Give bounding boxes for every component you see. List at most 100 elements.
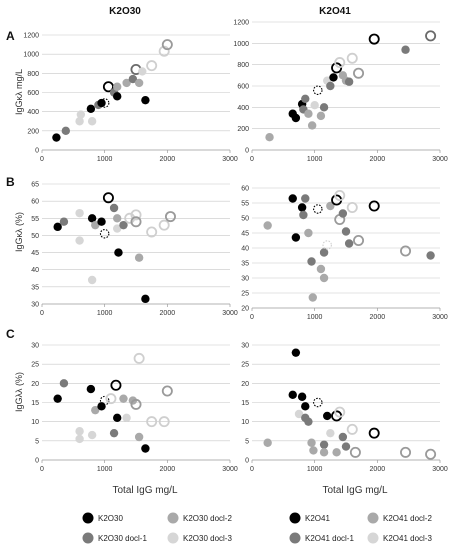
data-point [124, 212, 136, 224]
data-point [130, 216, 142, 228]
y-tick-label: 15 [241, 400, 249, 407]
data-point [134, 78, 144, 88]
data-point [119, 220, 128, 230]
data-point [319, 448, 329, 457]
x-tick-label: 0 [250, 156, 254, 163]
data-point [97, 402, 106, 411]
legend-item-k2o41-docl-2: K2O41 docl-2 [367, 512, 432, 524]
data-point [319, 440, 329, 449]
y-tick-label: 25 [31, 362, 39, 369]
legend-marker-k2o41-docl-1 [289, 532, 301, 544]
header-k2o41: K2O41 [319, 6, 351, 17]
y-tick-label: 400 [237, 105, 249, 112]
y-tick-label: 800 [237, 62, 249, 69]
data-point [158, 219, 170, 231]
data-point [346, 423, 358, 435]
data-point [87, 430, 97, 440]
data-point [341, 227, 351, 236]
data-point [164, 211, 176, 223]
data-point [316, 264, 326, 274]
data-point [146, 226, 158, 238]
data-point [346, 201, 358, 213]
y-tick-label: 40 [31, 267, 39, 274]
data-point [329, 73, 338, 82]
data-point [86, 384, 96, 394]
data-point [263, 438, 272, 447]
x-tick-label: 3000 [222, 156, 238, 163]
data-point [288, 390, 297, 400]
data-point [119, 394, 128, 403]
x-tick-label: 1000 [307, 156, 323, 163]
x-tick-label: 1000 [97, 310, 113, 317]
data-point [53, 394, 62, 403]
x-axis-title-left: Total IgG mg/L [112, 485, 177, 496]
data-point [91, 405, 100, 415]
legend-item-k2o30-docl-3: K2O30 docl-3 [167, 532, 232, 544]
y-tick-label: 0 [245, 148, 249, 155]
data-point [313, 204, 323, 214]
y-tick-label: 60 [31, 199, 39, 206]
data-point [130, 209, 142, 221]
data-point [301, 194, 310, 203]
data-point [316, 111, 326, 121]
y-tick-label: 5 [35, 438, 39, 445]
y-tick-label: 20 [31, 381, 39, 388]
data-point [134, 432, 144, 442]
panel-c-k2o41: 0 5 10 15 20 25 30 0 1000 2000 3000 [241, 343, 448, 474]
data-point [326, 428, 335, 438]
y-tick-label: 30 [31, 302, 39, 309]
panel-label-a: A [6, 29, 15, 43]
header-k2o30: K2O30 [109, 6, 141, 17]
x-tick-label: 2000 [370, 466, 386, 473]
x-tick-label: 3000 [432, 314, 448, 321]
data-point [53, 222, 62, 232]
legend-label-k2o30-docl-1: K2O30 docl-1 [98, 534, 147, 543]
data-point [109, 428, 119, 438]
legend-marker-k2o41-docl-3 [367, 532, 379, 544]
y-tick-label: 600 [237, 84, 249, 91]
data-point [307, 257, 316, 266]
data-point [425, 448, 437, 460]
x-tick-label: 0 [250, 314, 254, 321]
y-tick-label: 0 [35, 458, 39, 465]
legend-label-k2o41-docl-1: K2O41 docl-1 [305, 534, 354, 543]
y-axis-title-c: IgGλλ (%) [14, 372, 24, 412]
data-point [138, 67, 147, 76]
y-tick-label: 45 [241, 231, 249, 238]
data-point [113, 214, 122, 223]
data-point [110, 379, 122, 391]
x-tick-label: 1000 [307, 314, 323, 321]
y-axis-title-b: IgGκλ (%) [14, 212, 24, 252]
panel-a-k2o30: 0 200 400 600 800 1000 1200 0 1000 2000 3000 [23, 33, 237, 164]
data-point [141, 444, 150, 453]
data-point [158, 45, 170, 57]
data-point [113, 92, 122, 101]
data-point [75, 236, 84, 245]
x-tick-label: 1000 [307, 466, 323, 473]
x-tick-label: 0 [40, 156, 44, 163]
data-point [158, 416, 170, 428]
legend-label-k2o41-docl-3: K2O41 docl-3 [383, 534, 432, 543]
y-tick-label: 65 [31, 182, 39, 189]
y-tick-label: 50 [31, 233, 39, 240]
y-tick-label: 200 [27, 128, 39, 135]
data-point [368, 33, 380, 45]
y-tick-label: 1000 [23, 52, 39, 59]
y-tick-label: 800 [27, 71, 39, 78]
y-tick-label: 30 [241, 276, 249, 283]
data-point [334, 406, 346, 418]
data-point [113, 224, 122, 233]
data-point [99, 395, 110, 406]
x-tick-label: 1000 [97, 466, 113, 473]
data-point [368, 200, 380, 212]
data-point [346, 52, 358, 64]
data-point [59, 217, 69, 226]
data-point [332, 448, 341, 457]
y-tick-label: 20 [241, 381, 249, 388]
panel-c-k2o30: 0 5 10 15 20 25 30 0 1000 2000 3000 [31, 343, 238, 474]
data-point [297, 203, 307, 212]
x-tick-label: 0 [40, 466, 44, 473]
data-point [353, 67, 365, 79]
legend-marker-k2o30-docl-3 [167, 532, 179, 544]
y-tick-label: 0 [245, 458, 249, 465]
